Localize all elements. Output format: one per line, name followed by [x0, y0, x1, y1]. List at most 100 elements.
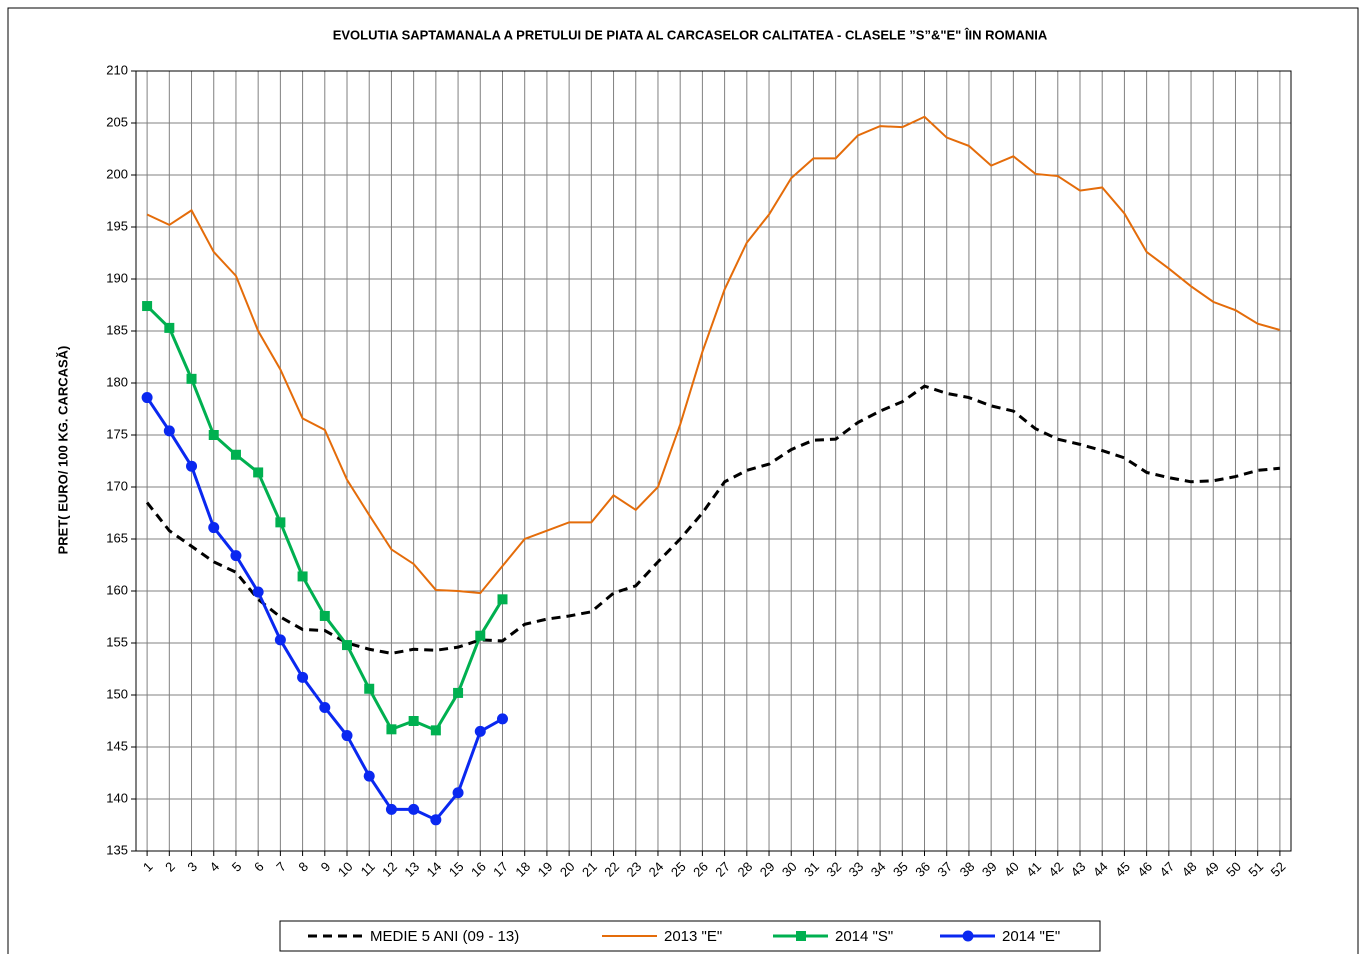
- legend-label: MEDIE 5 ANI (09 - 13): [370, 928, 519, 945]
- x-tick-label: 30: [779, 859, 800, 880]
- y-tick-label: 140: [106, 790, 128, 805]
- marker: [341, 730, 353, 742]
- x-tick-label: 38: [957, 859, 978, 880]
- x-tick-label: 12: [379, 859, 400, 880]
- y-axis-label: PRET( EURO/ 100 KG. CARCASĂ): [55, 346, 70, 555]
- marker: [364, 683, 375, 694]
- x-tick-label: 42: [1045, 859, 1066, 880]
- chart-title: EVOLUTIA SAPTAMANALA A PRETULUI DE PIATA…: [333, 27, 1048, 42]
- chart-frame: [7, 7, 1359, 959]
- marker: [408, 803, 420, 815]
- marker: [496, 713, 508, 725]
- marker: [319, 701, 331, 713]
- marker: [430, 814, 442, 826]
- y-tick-label: 150: [106, 686, 128, 701]
- marker: [475, 630, 486, 641]
- marker: [430, 725, 441, 736]
- marker: [274, 634, 286, 646]
- x-tick-label: 40: [1001, 859, 1022, 880]
- x-tick-label: 36: [912, 859, 933, 880]
- marker: [319, 610, 330, 621]
- marker: [252, 586, 264, 598]
- x-tick-label: 13: [401, 859, 422, 880]
- x-tick-label: 1: [140, 859, 156, 875]
- x-tick-label: 50: [1223, 859, 1244, 880]
- x-tick-label: 17: [490, 859, 511, 880]
- legend-label: 2014 "S": [835, 928, 893, 945]
- marker: [163, 425, 175, 437]
- y-tick-label: 155: [106, 634, 128, 649]
- x-tick-label: 45: [1112, 859, 1133, 880]
- x-tick-label: 21: [579, 859, 600, 880]
- x-tick-label: 15: [446, 859, 467, 880]
- x-tick-label: 32: [823, 859, 844, 880]
- marker: [186, 460, 198, 472]
- x-tick-label: 3: [184, 859, 200, 875]
- y-tick-label: 190: [106, 270, 128, 285]
- y-tick-label: 160: [106, 582, 128, 597]
- marker: [208, 522, 220, 534]
- x-tick-label: 37: [934, 859, 955, 880]
- y-tick-label: 205: [106, 114, 128, 129]
- x-tick-label: 34: [868, 859, 889, 880]
- y-tick-label: 210: [106, 62, 128, 77]
- x-tick-label: 47: [1157, 859, 1178, 880]
- legend-marker: [796, 931, 806, 941]
- x-tick-label: 29: [757, 859, 778, 880]
- x-tick-label: 48: [1179, 859, 1200, 880]
- x-tick-label: 44: [1090, 859, 1111, 880]
- x-tick-label: 35: [890, 859, 911, 880]
- x-tick-label: 5: [229, 859, 245, 875]
- x-tick-label: 19: [535, 859, 556, 880]
- y-tick-label: 135: [106, 842, 128, 857]
- x-tick-label: 24: [646, 859, 667, 880]
- marker: [275, 517, 286, 528]
- marker: [453, 687, 464, 698]
- plot-area: [135, 70, 1292, 852]
- x-tick-label: 8: [295, 859, 311, 875]
- x-tick-label: 31: [801, 859, 822, 880]
- x-tick-label: 23: [623, 859, 644, 880]
- x-tick-label: 46: [1134, 859, 1155, 880]
- y-tick-label: 185: [106, 322, 128, 337]
- x-tick-label: 43: [1068, 859, 1089, 880]
- marker: [474, 725, 486, 737]
- y-tick-label: 180: [106, 374, 128, 389]
- marker: [386, 724, 397, 735]
- x-tick-label: 2: [162, 859, 178, 875]
- x-tick-label: 27: [712, 859, 733, 880]
- y-tick-label: 195: [106, 218, 128, 233]
- x-tick-label: 9: [318, 859, 334, 875]
- marker: [452, 787, 464, 799]
- x-tick-label: 4: [207, 859, 223, 875]
- marker: [208, 430, 219, 440]
- marker: [142, 301, 153, 312]
- y-tick-label: 145: [106, 738, 128, 753]
- series-line: [146, 115, 1281, 595]
- x-tick-label: 25: [668, 859, 689, 880]
- marker: [164, 322, 175, 333]
- y-tick-label: 165: [106, 530, 128, 545]
- x-tick-label: 22: [601, 859, 622, 880]
- x-tick-label: 41: [1023, 859, 1044, 880]
- marker: [342, 640, 353, 651]
- marker: [186, 373, 197, 384]
- x-tick-label: 52: [1268, 859, 1289, 880]
- marker: [363, 770, 375, 782]
- series-line: [145, 384, 1281, 655]
- marker: [230, 449, 241, 460]
- x-tick-label: 10: [335, 859, 356, 880]
- y-tick-label: 200: [106, 166, 128, 181]
- marker: [385, 803, 397, 815]
- x-tick-label: 28: [735, 859, 756, 880]
- marker: [141, 392, 153, 404]
- x-tick-label: 51: [1245, 859, 1266, 880]
- x-tick-label: 7: [273, 859, 289, 875]
- marker: [408, 716, 419, 726]
- x-tick-label: 33: [846, 859, 867, 880]
- legend-label: 2013 "E": [664, 928, 722, 945]
- marker: [230, 550, 242, 562]
- x-tick-label: 11: [358, 859, 378, 879]
- legend-marker: [962, 930, 974, 942]
